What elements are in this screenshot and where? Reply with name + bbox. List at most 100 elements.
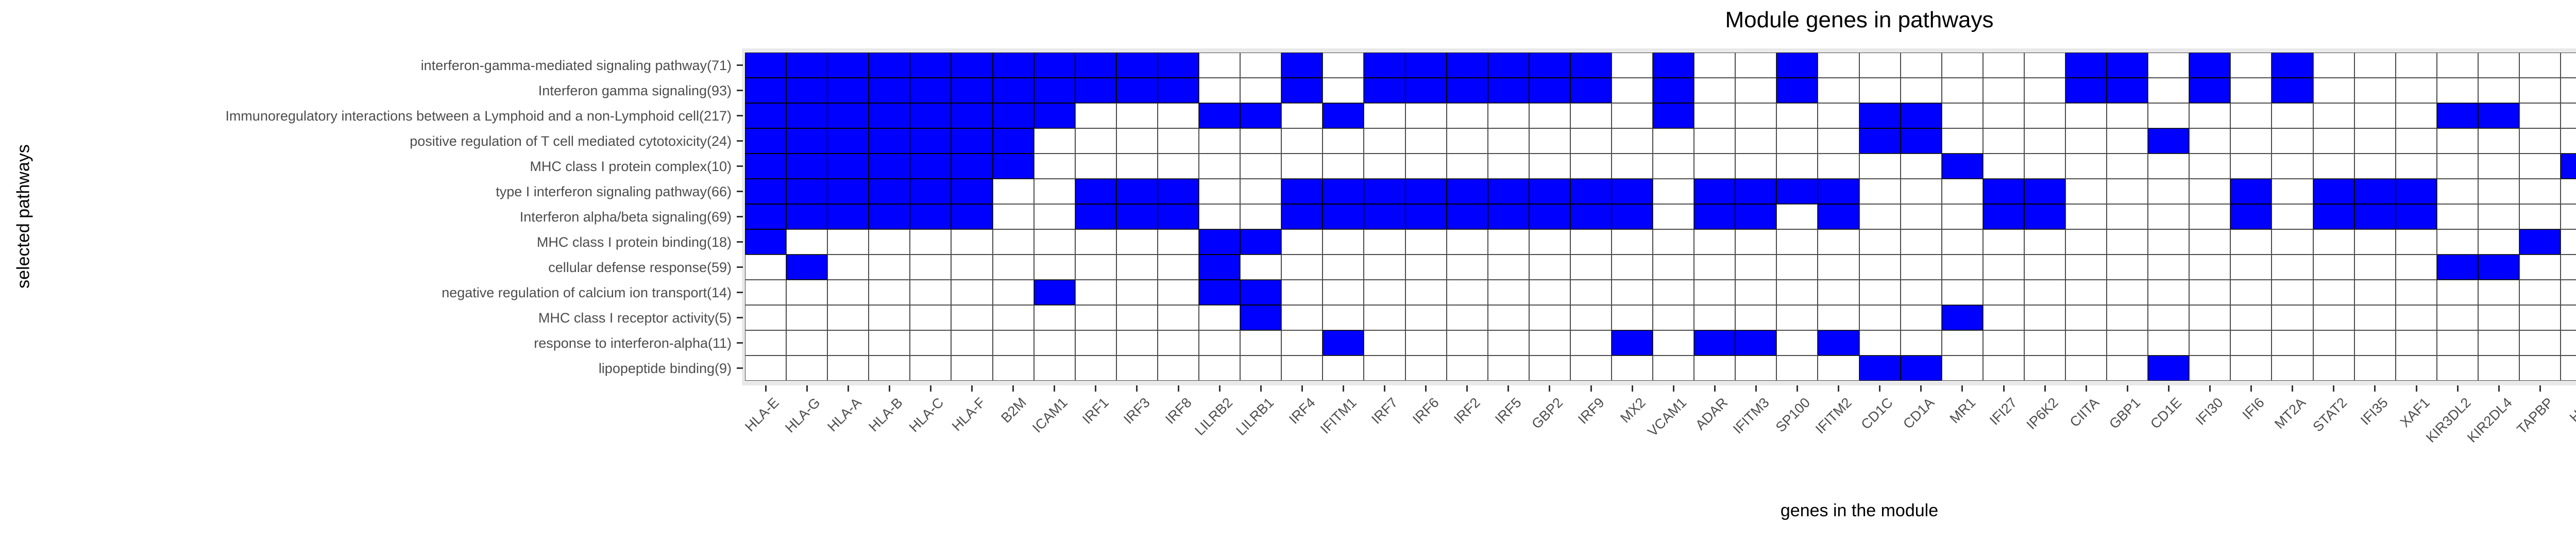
heatmap-cell <box>2436 305 2478 330</box>
heatmap-cell <box>2230 305 2272 330</box>
heatmap-cell <box>2354 356 2396 381</box>
heatmap-cell <box>2561 305 2576 330</box>
heatmap-cell <box>1776 255 1818 280</box>
heatmap-cell <box>1033 154 1075 179</box>
heatmap-cell <box>1776 280 1818 305</box>
heatmap-cell <box>1900 204 1942 229</box>
heatmap-cell <box>2024 330 2065 356</box>
heatmap-cell <box>1570 204 1612 229</box>
heatmap-cell <box>2272 179 2313 204</box>
heatmap-cell <box>1116 179 1158 204</box>
x-tick-mark <box>1425 385 1427 392</box>
heatmap-cell <box>1941 255 1983 280</box>
x-tick-mark <box>1012 385 1014 392</box>
heatmap-cell <box>2107 280 2148 305</box>
heatmap-cell <box>1529 330 1570 356</box>
y-tick-label: lipopeptide binding(9) <box>598 360 732 376</box>
heatmap-cell <box>2561 204 2576 229</box>
heatmap-cell <box>1694 229 1736 255</box>
heatmap-cell <box>1116 305 1158 330</box>
heatmap-cell <box>1240 53 1282 78</box>
x-tick-label: TAPBP <box>2514 395 2556 437</box>
heatmap-cell <box>1818 330 1859 356</box>
x-tick-mark <box>1095 385 1097 392</box>
heatmap-cell <box>1487 179 1529 204</box>
heatmap-cell <box>1116 78 1158 103</box>
heatmap-cell <box>1653 53 1694 78</box>
heatmap-cell <box>1075 53 1116 78</box>
heatmap-cell <box>869 255 910 280</box>
heatmap-cell <box>2354 330 2396 356</box>
x-tick-mark <box>765 385 767 392</box>
heatmap-cell <box>1900 179 1942 204</box>
heatmap-cell <box>2272 204 2313 229</box>
heatmap-cell <box>869 330 910 356</box>
heatmap-cell <box>1941 356 1983 381</box>
heatmap-cell <box>1446 204 1488 229</box>
heatmap-cell <box>1405 229 1447 255</box>
heatmap-cell <box>951 305 993 330</box>
heatmap-cell <box>1323 305 1364 330</box>
heatmap-cell <box>1116 255 1158 280</box>
heatmap-cell <box>1405 53 1447 78</box>
heatmap-cell <box>992 179 1034 204</box>
heatmap-cell <box>1405 78 1447 103</box>
heatmap-cell <box>2107 179 2148 204</box>
heatmap-cell <box>786 78 828 103</box>
heatmap-cell <box>1157 154 1199 179</box>
heatmap-cell <box>2148 78 2190 103</box>
heatmap-cell <box>1611 356 1653 381</box>
heatmap-cell <box>1611 229 1653 255</box>
heatmap-cell <box>2065 330 2107 356</box>
heatmap-cell <box>2478 78 2520 103</box>
heatmap-cell <box>1075 356 1116 381</box>
heatmap-cell <box>992 154 1034 179</box>
heatmap-cell <box>1982 154 2024 179</box>
heatmap-cell <box>1818 154 1859 179</box>
heatmap-cell <box>1405 305 1447 330</box>
heatmap-cell <box>1735 229 1777 255</box>
heatmap-cell <box>1157 103 1199 128</box>
heatmap-cell <box>1776 204 1818 229</box>
heatmap-cell <box>1941 280 1983 305</box>
heatmap-cell <box>2107 103 2148 128</box>
x-tick-label: GBP2 <box>1529 395 1566 432</box>
heatmap-cell <box>1075 204 1116 229</box>
heatmap-cell <box>2354 78 2396 103</box>
x-tick-mark <box>1838 385 1840 392</box>
heatmap-cell <box>1941 78 1983 103</box>
heatmap-cell <box>1157 356 1199 381</box>
heatmap-cell <box>2395 154 2437 179</box>
heatmap-cell <box>1982 179 2024 204</box>
heatmap-cell <box>1694 103 1736 128</box>
heatmap-cell <box>951 204 993 229</box>
heatmap-cell <box>1776 229 1818 255</box>
heatmap-cell <box>2561 53 2576 78</box>
heatmap-cell <box>827 204 869 229</box>
heatmap-cell <box>1075 179 1116 204</box>
y-tick-mark <box>737 367 743 369</box>
x-tick-mark <box>1507 385 1510 392</box>
heatmap-cell <box>1405 128 1447 154</box>
heatmap-cell <box>2024 154 2065 179</box>
heatmap-cell <box>1859 204 1901 229</box>
heatmap-cell <box>1116 356 1158 381</box>
x-tick-label: IFITM1 <box>1317 395 1360 437</box>
heatmap-cell <box>1859 53 1901 78</box>
heatmap-cell <box>1240 103 1282 128</box>
heatmap-cell <box>1157 53 1199 78</box>
heatmap-cell <box>2024 103 2065 128</box>
x-tick-mark <box>1631 385 1633 392</box>
x-tick-mark <box>2167 385 2170 392</box>
heatmap-cell <box>2478 179 2520 204</box>
heatmap-cell <box>1487 255 1529 280</box>
x-tick-mark <box>2498 385 2500 392</box>
x-tick-label: VCAM1 <box>1645 395 1690 439</box>
heatmap-cell <box>1529 128 1570 154</box>
heatmap-cell <box>2354 103 2396 128</box>
heatmap-cell <box>2395 179 2437 204</box>
heatmap-cell <box>910 179 952 204</box>
heatmap-cell <box>2313 204 2354 229</box>
heatmap-cell <box>1405 255 1447 280</box>
x-tick-label: IRF8 <box>1162 395 1195 427</box>
